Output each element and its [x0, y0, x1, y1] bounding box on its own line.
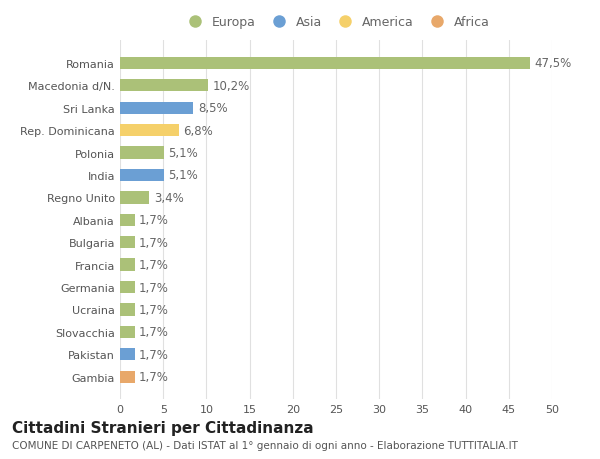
Bar — [120, 259, 134, 271]
Text: COMUNE DI CARPENETO (AL) - Dati ISTAT al 1° gennaio di ogni anno - Elaborazione : COMUNE DI CARPENETO (AL) - Dati ISTAT al… — [12, 440, 518, 450]
Bar — [120, 147, 164, 159]
Bar — [120, 214, 134, 226]
Bar — [120, 125, 179, 137]
Text: 5,1%: 5,1% — [169, 147, 198, 160]
Text: 10,2%: 10,2% — [212, 79, 250, 93]
Text: 1,7%: 1,7% — [139, 326, 169, 339]
Bar — [120, 236, 134, 249]
Text: 1,7%: 1,7% — [139, 370, 169, 383]
Bar — [120, 326, 134, 338]
Text: Cittadini Stranieri per Cittadinanza: Cittadini Stranieri per Cittadinanza — [12, 420, 314, 435]
Text: 8,5%: 8,5% — [198, 102, 227, 115]
Bar — [120, 192, 149, 204]
Bar — [120, 304, 134, 316]
Bar — [120, 281, 134, 294]
Text: 1,7%: 1,7% — [139, 258, 169, 272]
Bar — [120, 102, 193, 115]
Text: 1,7%: 1,7% — [139, 214, 169, 227]
Text: 1,7%: 1,7% — [139, 348, 169, 361]
Text: 1,7%: 1,7% — [139, 303, 169, 316]
Text: 3,4%: 3,4% — [154, 191, 184, 204]
Text: 1,7%: 1,7% — [139, 281, 169, 294]
Bar — [120, 348, 134, 361]
Text: 47,5%: 47,5% — [535, 57, 572, 70]
Bar — [120, 371, 134, 383]
Text: 1,7%: 1,7% — [139, 236, 169, 249]
Text: 6,8%: 6,8% — [183, 124, 213, 137]
Bar — [120, 169, 164, 182]
Text: 5,1%: 5,1% — [169, 169, 198, 182]
Bar — [120, 80, 208, 92]
Legend: Europa, Asia, America, Africa: Europa, Asia, America, Africa — [179, 13, 493, 32]
Bar — [120, 57, 530, 70]
